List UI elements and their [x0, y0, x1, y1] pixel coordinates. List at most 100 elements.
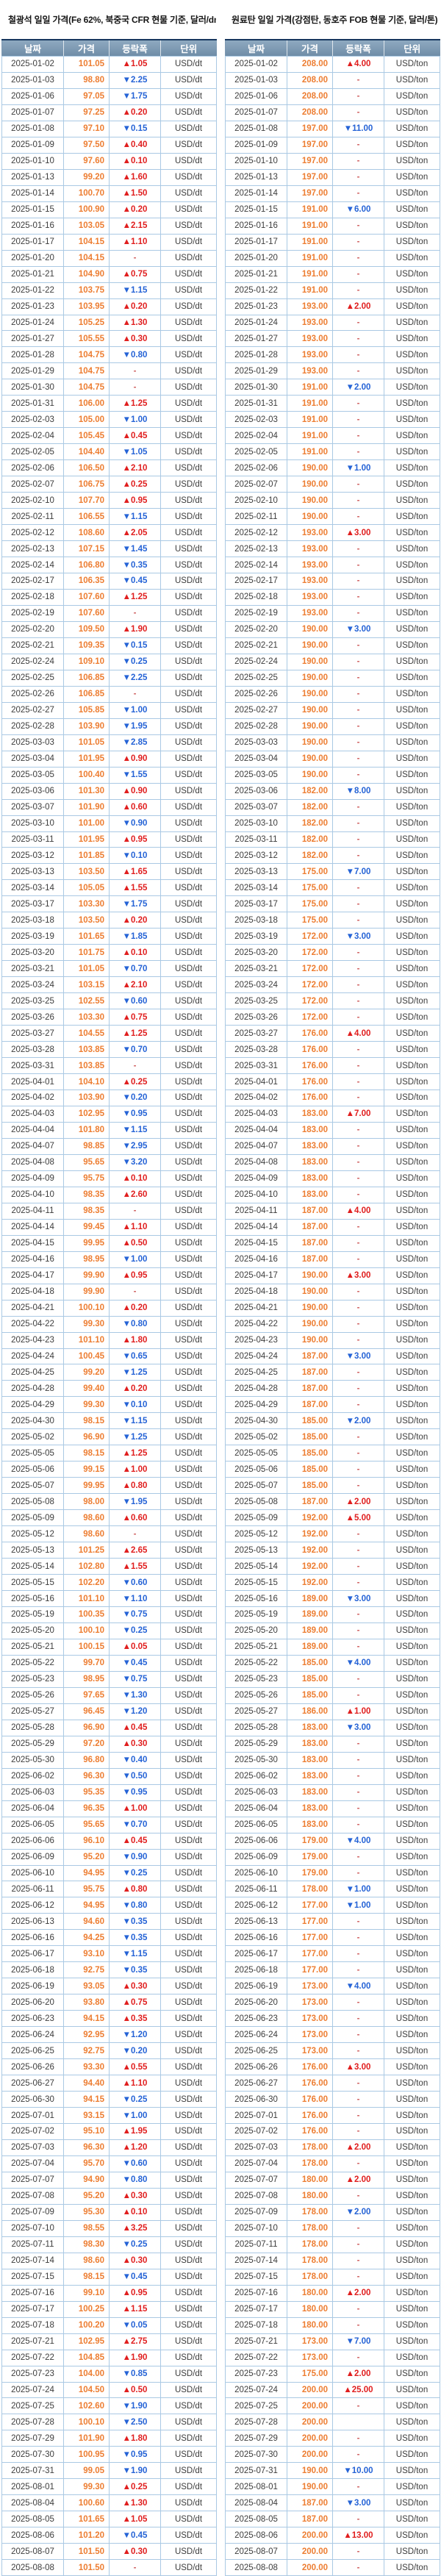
- change-cell: ▲0.30: [109, 2543, 161, 2561]
- table-row: 2025-07-09 95.30 ▲0.10 USD/dt: [1, 2203, 217, 2221]
- unit-cell: USD/ton: [384, 992, 440, 1010]
- date-cell: 2025-01-16: [1, 217, 64, 235]
- change-cell: -: [332, 1315, 384, 1333]
- price-cell: 191.00: [287, 282, 333, 299]
- price-cell: 98.15: [63, 1412, 110, 1430]
- unit-cell: USD/dt: [160, 1978, 217, 1995]
- price-cell: 94.60: [63, 1913, 110, 1931]
- date-cell: 2025-07-30: [225, 2446, 287, 2464]
- unit-cell: USD/dt: [160, 2187, 217, 2205]
- table-row: 2025-08-05 187.00- USD/ton: [225, 2511, 440, 2528]
- unit-cell: USD/dt: [160, 1025, 217, 1042]
- price-cell: 98.80: [63, 71, 110, 89]
- unit-cell: USD/dt: [160, 104, 217, 121]
- unit-cell: USD/ton: [384, 217, 440, 235]
- change-cell: ▼3.00: [332, 928, 384, 945]
- unit-cell: USD/dt: [160, 573, 217, 590]
- change-cell: ▼2.25: [109, 71, 161, 89]
- price-cell: 104.50: [63, 2381, 110, 2399]
- table-row: 2025-06-12 177.00 ▼1.00 USD/ton: [225, 1897, 440, 1914]
- date-cell: 2025-01-16: [225, 217, 287, 235]
- table-row: 2025-04-01 104.10 ▲0.25 USD/dt: [1, 1073, 217, 1090]
- date-cell: 2025-08-08: [1, 2559, 64, 2576]
- change-cell: -: [332, 2559, 384, 2576]
- unit-cell: USD/dt: [160, 2219, 217, 2237]
- change-cell: ▼1.95: [109, 1493, 161, 1511]
- table-row: 2025-01-06 97.05 ▼1.75 USD/dt: [1, 87, 217, 105]
- change-cell: -: [109, 1057, 161, 1075]
- change-cell: ▼1.15: [109, 1412, 161, 1430]
- price-cell: 191.00: [287, 201, 333, 218]
- price-cell: 95.20: [63, 1848, 110, 1866]
- table-row: 2025-05-23 98.95 ▼0.75 USD/dt: [1, 1670, 217, 1688]
- table-row: 2025-03-14 175.00- USD/ton: [225, 879, 440, 897]
- unit-cell: USD/dt: [160, 782, 217, 800]
- price-cell: 190.00: [287, 2462, 333, 2480]
- unit-cell: USD/ton: [384, 1009, 440, 1026]
- price-cell: 97.60: [63, 152, 110, 170]
- change-cell: -: [332, 1913, 384, 1931]
- change-cell: ▲0.10: [109, 944, 161, 962]
- change-cell: ▼0.15: [109, 637, 161, 654]
- change-cell: -: [332, 1961, 384, 1979]
- unit-cell: USD/ton: [384, 2107, 440, 2124]
- date-cell: 2025-07-30: [1, 2446, 64, 2464]
- price-cell: 106.85: [63, 685, 110, 703]
- price-cell: 106.35: [63, 573, 110, 590]
- date-cell: 2025-07-15: [225, 2268, 287, 2286]
- change-cell: ▲1.10: [109, 1218, 161, 1236]
- unit-cell: USD/dt: [160, 282, 217, 299]
- change-cell: ▼3.00: [332, 620, 384, 638]
- unit-cell: USD/dt: [160, 960, 217, 978]
- table-row: 2025-07-24 104.50 ▲0.50 USD/dt: [1, 2381, 217, 2399]
- change-cell: ▲0.80: [109, 1477, 161, 1495]
- unit-cell: USD/dt: [160, 524, 217, 542]
- price-cell: 176.00: [287, 2058, 333, 2076]
- table-row: 2025-06-18 92.75 ▼0.35 USD/dt: [1, 1961, 217, 1979]
- table-row: 2025-07-16 99.10 ▲0.95 USD/dt: [1, 2284, 217, 2302]
- change-cell: -: [332, 750, 384, 768]
- table-row: 2025-05-12 98.60- USD/dt: [1, 1525, 217, 1543]
- unit-cell: USD/dt: [160, 1331, 217, 1349]
- change-cell: -: [332, 71, 384, 89]
- table-row: 2025-05-27 96.45 ▼1.20 USD/dt: [1, 1703, 217, 1720]
- unit-cell: USD/ton: [384, 1622, 440, 1639]
- change-cell: ▲0.35: [109, 2010, 161, 2028]
- unit-cell: USD/ton: [384, 2219, 440, 2237]
- change-cell: ▲0.20: [109, 201, 161, 218]
- change-cell: ▼1.00: [109, 1251, 161, 1268]
- date-cell: 2025-07-31: [1, 2462, 64, 2480]
- unit-cell: USD/ton: [384, 1073, 440, 1090]
- price-cell: 109.35: [63, 637, 110, 654]
- price-cell: 103.95: [63, 298, 110, 315]
- change-cell: -: [332, 492, 384, 509]
- change-cell: ▼1.10: [109, 1590, 161, 1607]
- date-cell: 2025-03-17: [225, 895, 287, 913]
- unit-cell: USD/ton: [384, 766, 440, 784]
- date-cell: 2025-05-13: [1, 1542, 64, 1559]
- change-cell: -: [109, 1283, 161, 1300]
- unit-cell: USD/dt: [160, 2203, 217, 2221]
- table-row: 2025-04-03 183.00 ▲7.00 USD/ton: [225, 1105, 440, 1123]
- change-cell: ▼3.20: [109, 1153, 161, 1171]
- unit-cell: USD/dt: [160, 2091, 217, 2108]
- date-cell: 2025-07-10: [1, 2219, 64, 2237]
- date-cell: 2025-06-10: [1, 1864, 64, 1882]
- date-cell: 2025-04-21: [1, 1299, 64, 1317]
- change-cell: ▲0.30: [109, 1735, 161, 1753]
- table-row: 2025-07-14 178.00- USD/ton: [225, 2252, 440, 2269]
- date-cell: 2025-05-14: [225, 1558, 287, 1575]
- table-row: 2025-04-22 99.30 ▼0.80 USD/dt: [1, 1315, 217, 1333]
- price-cell: 102.55: [63, 992, 110, 1010]
- unit-cell: USD/dt: [160, 1412, 217, 1430]
- date-cell: 2025-06-02: [1, 1767, 64, 1785]
- price-cell: 173.00: [287, 2010, 333, 2028]
- change-cell: ▲0.95: [109, 1267, 161, 1284]
- change-cell: ▲1.25: [109, 588, 161, 606]
- table-row: 2025-02-11 190.00- USD/ton: [225, 508, 440, 526]
- table-row: 2025-05-06 99.15 ▲1.00 USD/dt: [1, 1461, 217, 1478]
- table-row: 2025-08-06 200.00 ▲13.00 USD/ton: [225, 2527, 440, 2544]
- unit-cell: USD/ton: [384, 540, 440, 558]
- date-cell: 2025-03-27: [225, 1025, 287, 1042]
- price-cell: 183.00: [287, 1121, 333, 1139]
